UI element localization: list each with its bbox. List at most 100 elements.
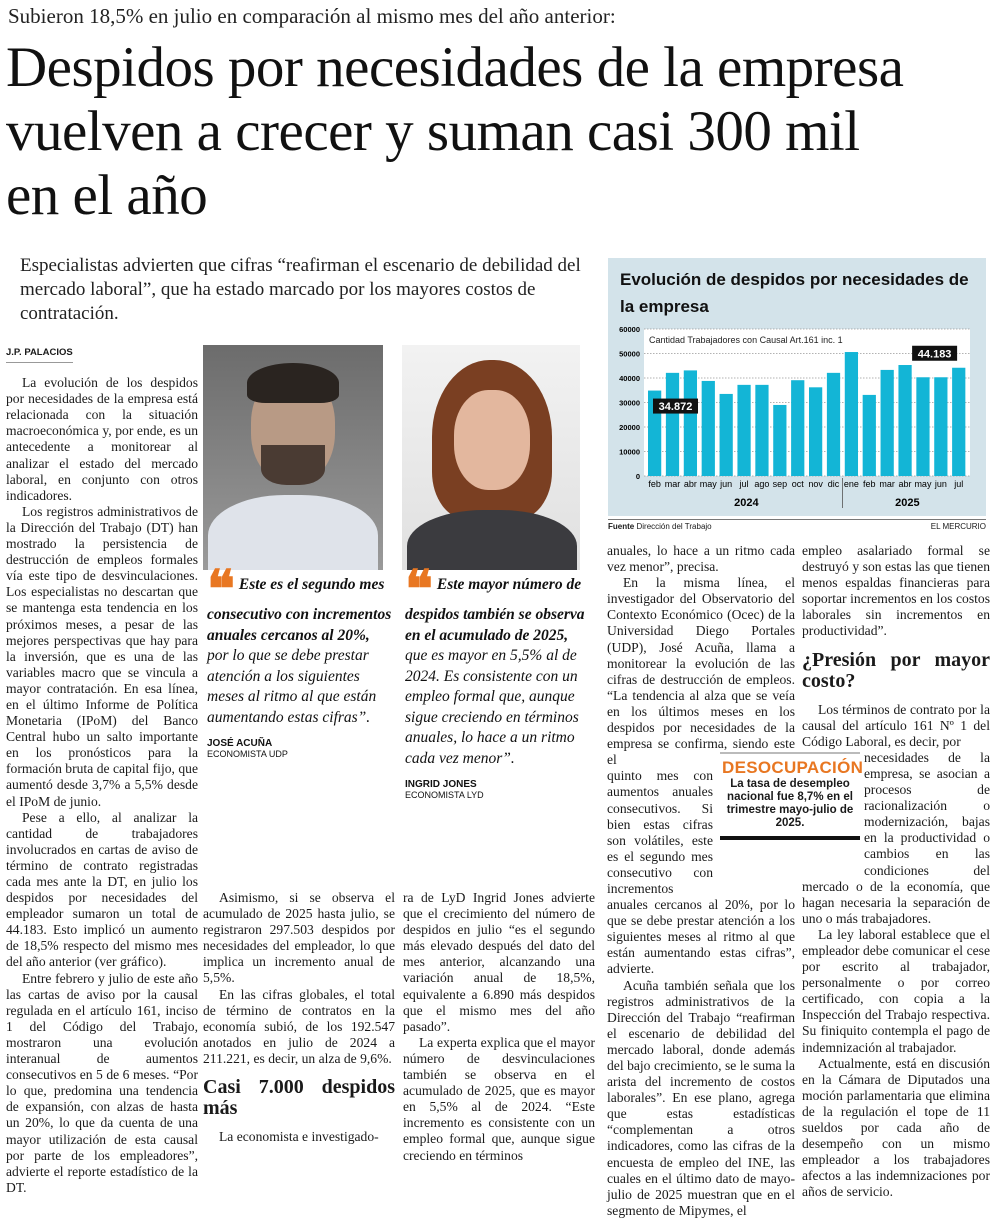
paragraph: Los registros administrativos de la Dire…	[6, 503, 198, 809]
y-tick-label: 0	[636, 472, 640, 481]
x-tick-label: sep	[773, 479, 788, 489]
desocupacion-text: La tasa de desempleo nacional fue 8,7% e…	[726, 778, 854, 829]
bar	[755, 384, 769, 476]
x-tick-label: may	[700, 479, 718, 489]
quote-text: por lo que se debe prestar atención a lo…	[207, 647, 377, 726]
data-label: 44.183	[918, 348, 952, 360]
chart-footer: Fuente Dirección del Trabajo EL MERCURIO	[608, 519, 986, 531]
year-label: 2025	[895, 497, 919, 509]
paragraph: La experta explica que el mayor número d…	[403, 1034, 595, 1163]
bar	[683, 370, 698, 476]
pull-quote-ingrid-jones: ❝ Este mayor número de despidos también …	[405, 564, 591, 801]
bar	[809, 387, 823, 476]
source: Dirección del Trabajo	[636, 522, 712, 531]
paragraph: anuales, lo hace a un ritmo cada vez men…	[607, 543, 795, 575]
bar	[737, 384, 751, 476]
x-tick-label: ago	[754, 479, 769, 489]
bar	[719, 393, 733, 476]
bar	[665, 372, 680, 476]
x-tick-label: feb	[863, 479, 876, 489]
x-tick-label: abr	[899, 479, 912, 489]
data-label: 34.872	[659, 401, 693, 413]
data-label-box	[912, 345, 958, 361]
quote-bold: Este mayor número de despidos también se…	[405, 576, 585, 644]
quote-text: que es mayor en 5,5% al de 2024. Es cons…	[405, 647, 579, 767]
y-tick-label: 20000	[619, 423, 640, 432]
column-3: ra de LyD Ingrid Jones advierte que el c…	[403, 890, 595, 1164]
photo-jose-acuna	[203, 345, 383, 570]
headline: Despidos por necesidades de la empresa v…	[6, 36, 904, 227]
bar-chart: 0 10000 20000 30000 40000 50000 60000 Cantidad …	[619, 325, 970, 509]
paragraph: ra de LyD Ingrid Jones advierte que el c…	[403, 890, 595, 1034]
bar	[934, 377, 948, 476]
data-label-box	[653, 398, 698, 414]
chart-title: Evolución de despidos por necesidades de…	[620, 270, 969, 316]
x-tick-label: mar	[879, 479, 895, 489]
paragraph: Actualmente, está en discusión en la Cám…	[802, 1055, 990, 1200]
deck: Especialistas advierten que cifras “reaf…	[20, 255, 581, 324]
chart-box: Evolución de despidos por necesidades de…	[608, 258, 986, 516]
paragraph: Pese a ello, al analizar la cantidad de …	[6, 809, 198, 970]
x-tick-label: may	[914, 479, 932, 489]
column-4: anuales, lo hace a un ritmo cada vez men…	[607, 543, 795, 1219]
desocupacion-box: DESOCUPACIÓN La tasa de desempleo nacion…	[720, 752, 864, 840]
paragraph: En la misma línea, el investigador del O…	[607, 575, 795, 768]
y-tick-label: 30000	[619, 399, 640, 408]
bar	[916, 377, 930, 476]
byline: J.P. PALACIOS	[6, 345, 73, 364]
column-5: empleo asalariado formal se destruyó y s…	[802, 543, 990, 1200]
bar	[791, 380, 805, 476]
paragraph: Acuña también señala que los registros a…	[607, 977, 795, 1218]
pull-quote-jose-acuna: ❝ Este es el segundo mes consecutivo con…	[207, 564, 392, 760]
paragraph: La ley laboral establece que el empleado…	[802, 926, 990, 1055]
x-tick-label: jun	[934, 479, 947, 489]
bar	[844, 352, 859, 476]
x-tick-label: nov	[808, 479, 823, 489]
kicker: Subieron 18,5% en julio en comparación a…	[8, 4, 616, 28]
bar	[952, 367, 966, 476]
quote-role: ECONOMISTA UDP	[207, 749, 288, 759]
x-tick-label: oct	[792, 479, 805, 489]
photo-ingrid-jones	[402, 345, 580, 570]
paragraph: La evolución de los despidos por necesid…	[6, 375, 198, 503]
x-tick-label: jul	[953, 479, 963, 489]
bar	[773, 404, 787, 476]
paragraph: En las cifras globales, el total de térm…	[203, 986, 395, 1066]
y-tick-label: 40000	[619, 374, 640, 383]
quote-bold: Este es el segundo mes consecutivo con i…	[207, 576, 392, 644]
quote-mark-icon: ❝	[207, 559, 235, 620]
year-label: 2024	[734, 497, 759, 509]
bar	[826, 372, 841, 476]
source-label: Fuente	[608, 522, 635, 531]
y-tick-label: 10000	[619, 448, 640, 457]
x-tick-label: mar	[665, 479, 681, 489]
subheading: ¿Presión por mayor costo?	[802, 648, 990, 692]
paragraph: Asimismo, si se observa el acumulado de …	[203, 890, 395, 986]
brand: EL MERCURIO	[930, 522, 986, 531]
bar	[880, 369, 894, 476]
quote-mark-icon: ❝	[405, 559, 433, 620]
column-2: Asimismo, si se observa el acumulado de …	[203, 890, 395, 1145]
x-tick-label: jul	[739, 479, 749, 489]
bar	[701, 380, 715, 476]
column-1: J.P. PALACIOS La evolución de los despid…	[6, 343, 198, 1196]
paragraph: quinto mes con aumentos anuales consecut…	[607, 768, 795, 977]
paragraph: Entre febrero y julio de este año las ca…	[6, 970, 198, 1195]
y-tick-label: 50000	[619, 350, 640, 359]
quote-author: INGRID JONES	[405, 779, 477, 790]
x-tick-label: feb	[648, 479, 661, 489]
x-tick-label: abr	[684, 479, 697, 489]
quote-author: JOSÉ ACUÑA	[207, 738, 273, 749]
chart-subtitle: Cantidad Trabajadores con Causal Art.161…	[649, 335, 843, 345]
paragraph: Los términos de contrato por la causal d…	[802, 701, 990, 749]
y-tick-label: 60000	[619, 325, 640, 334]
paragraph: La economista e investigado-	[219, 1129, 379, 1145]
paragraph: necesidades de la empresa, se asocian a …	[802, 749, 990, 926]
subheading: Casi 7.000 despidos más	[203, 1076, 395, 1120]
quote-role: ECONOMISTA LYD	[405, 790, 484, 800]
x-tick-label: jun	[719, 479, 732, 489]
x-tick-label: ene	[844, 479, 859, 489]
x-tick-label: dic	[828, 479, 840, 489]
bar	[862, 394, 876, 476]
desocupacion-title: DESOCUPACIÓN	[722, 758, 864, 777]
